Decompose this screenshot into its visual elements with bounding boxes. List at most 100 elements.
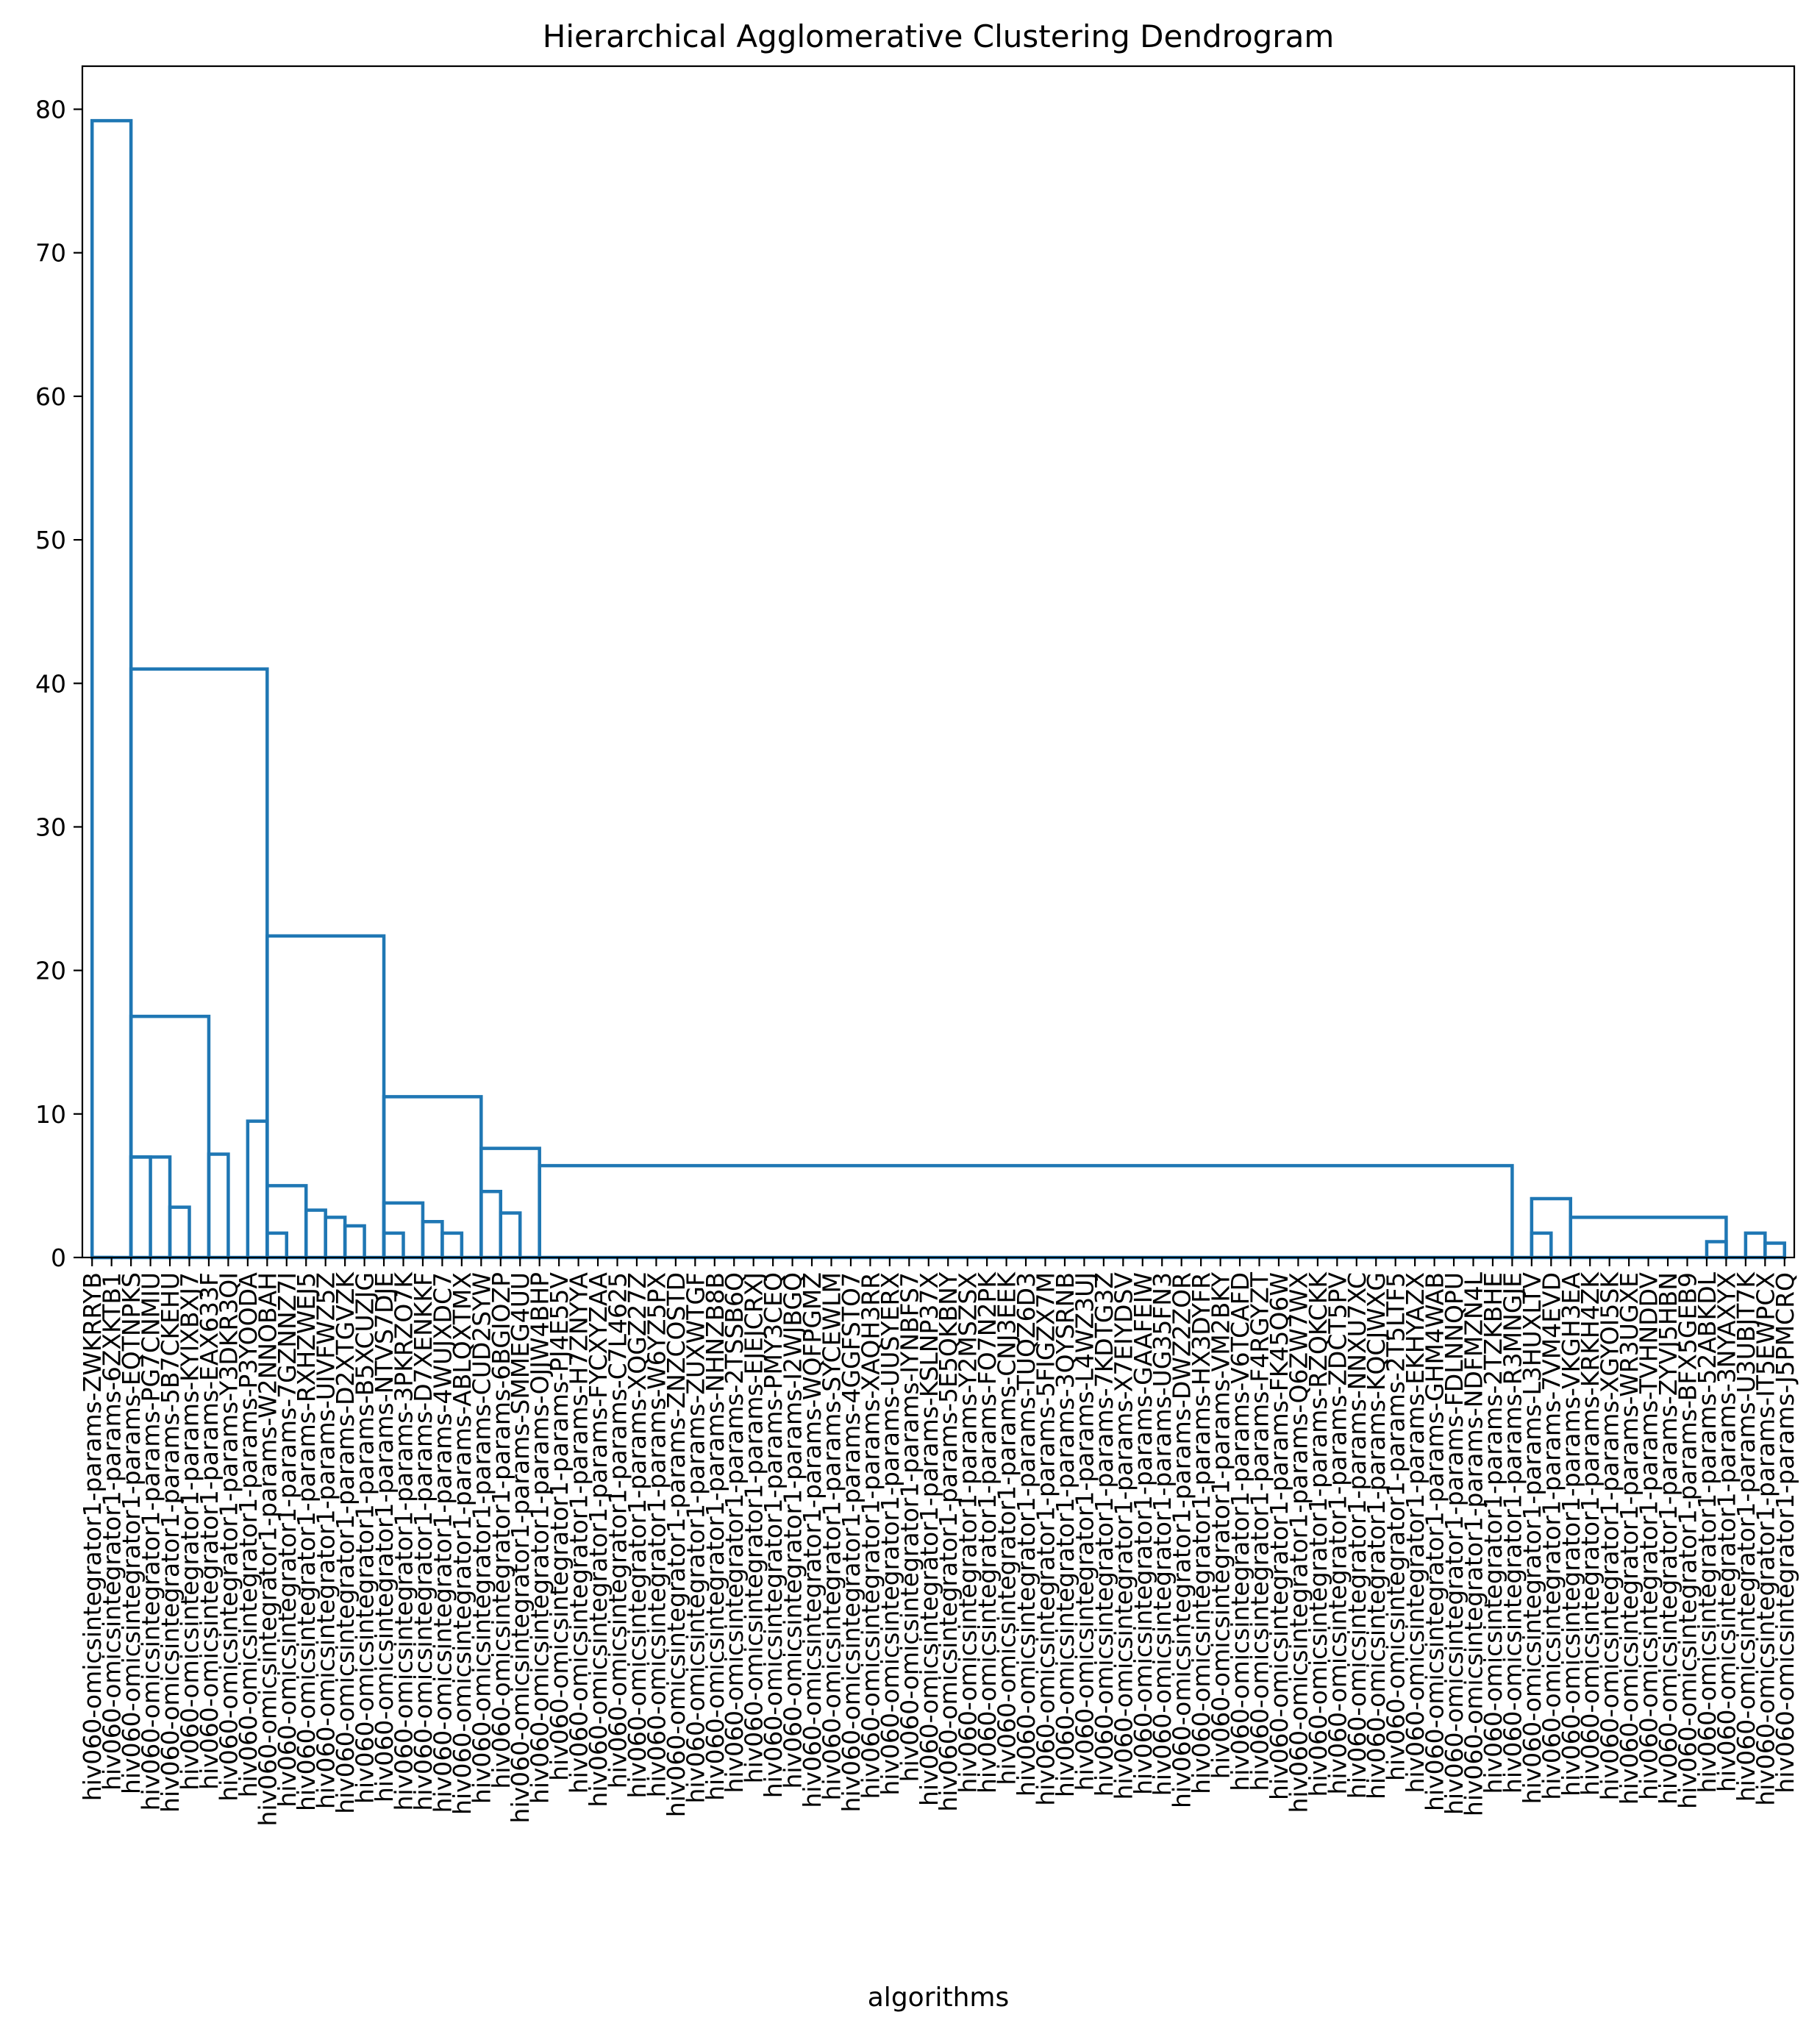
dendrogram-link <box>265 1231 289 1260</box>
leaf-label: hiv060-omicsintegrator1-params-ABLQXTMX <box>448 1272 477 1815</box>
leaf-label: hiv060-omicsintegrator1-params-FYCXYZAA <box>584 1272 613 1808</box>
leaf-label: hiv060-omicsintegrator1-params-3NYAXYX <box>1712 1272 1741 1792</box>
leaf-label: hiv060-omicsintegrator1-params-IT5EWPCX <box>1751 1272 1780 1806</box>
leaf-label: hiv060-omicsintegrator1-params-ZUXWTGF <box>681 1272 710 1804</box>
dendrogram-link <box>129 1155 152 1260</box>
dendrogram-link <box>499 1211 522 1260</box>
leaf-label: hiv060-omicsintegrator1-params-7GZNNZ7I <box>273 1272 301 1808</box>
leaf-label: hiv060-omicsintegrator1-params-D7XENKKF <box>409 1272 438 1811</box>
y-tick-label: 20 <box>35 957 66 985</box>
leaf-label: hiv060-omicsintegrator1-params-H7ZNYYA <box>565 1272 593 1794</box>
leaf-label: hiv060-omicsintegrator1-params-KRKH4ZK <box>1576 1271 1605 1796</box>
leaf-label: hiv060-omicsintegrator1-params-CNJ3EEK <box>993 1271 1021 1785</box>
leaf-label: hiv060-omicsintegrator1-params-RXHZWEJ5 <box>292 1272 321 1811</box>
plot-frame <box>81 65 1796 1259</box>
dendrogram-link <box>1569 1216 1728 1260</box>
leaf-label: hiv060-omicsintegrator1-params-WQFPGMZ <box>798 1272 827 1808</box>
dendrogram-link <box>129 667 269 1260</box>
leaf-label: hiv060-omicsintegrator1-params-F4RGYZT <box>1246 1271 1274 1791</box>
leaf-label: hiv060-omicsintegrator1-params-I2WJBGQ <box>779 1272 807 1789</box>
leaf-label: hiv060-omicsintegrator1-params-L3HUXLTV <box>1518 1272 1546 1805</box>
leaf-label: hiv060-omicsintegrator1-params-KQCJWXG <box>1362 1272 1391 1799</box>
leaf-label: hiv060-omicsintegrator1-params-TVHNDDV <box>1635 1272 1663 1800</box>
leaf-label: hiv060-omicsintegrator1-params-SMMEG4UU <box>506 1272 535 1823</box>
leaf-label: hiv060-omicsintegrator1-params-KYIXBXJ7 <box>176 1272 204 1791</box>
leaf-label: hiv060-omicsintegrator1-params-BFX5GEB9 <box>1674 1272 1702 1809</box>
leaf-label: hiv060-omicsintegrator1-params-3PKRZO7K <box>390 1271 418 1811</box>
dendrogram-link <box>440 1231 464 1260</box>
leaf-label: hiv060-omicsintegrator1-params-2TSSB6Q <box>720 1272 749 1794</box>
y-tick-label: 40 <box>35 669 66 698</box>
leaf-label: hiv060-omicsintegrator1-params-5B7CKEHU <box>156 1272 185 1813</box>
dendrogram-link <box>168 1205 191 1260</box>
leaf-label: hiv060-omicsintegrator1-params-GAAFEIW <box>1129 1272 1157 1795</box>
dendrogram-link <box>90 118 133 1260</box>
leaf-label: hiv060-omicsintegrator1-params-TUQZ6D3 <box>1012 1272 1041 1797</box>
leaf-label: hiv060-omicsintegrator1-params-FO7N2PK <box>973 1271 1002 1794</box>
leaf-label: hiv060-omicsintegrator1-params-UUSYERX <box>876 1272 904 1796</box>
leaf-label: hiv060-omicsintegrator1-params-NTVS7DJE <box>370 1272 399 1802</box>
y-tick-label: 70 <box>35 239 66 268</box>
leaf-label: hiv060-omicsintegrator1-params-XGYOI5SK <box>1596 1271 1624 1801</box>
dendrogram-link <box>1530 1196 1573 1260</box>
dendrogram-link <box>1705 1240 1728 1260</box>
leaf-label: hiv060-omicsintegrator1-params-J5PMCRQ <box>1771 1272 1799 1794</box>
y-tick-label: 50 <box>35 526 66 554</box>
leaf-label: hiv060-omicsintegrator1-params-ZWKRRYB <box>78 1272 107 1801</box>
y-tick-label: 80 <box>35 96 66 124</box>
dendrogram-link <box>421 1219 444 1260</box>
leaf-label: hiv060-omicsintegrator1-params-FDLNNQPU <box>1440 1272 1469 1815</box>
leaf-label: hiv060-omicsintegrator1-params-V6TCAFD <box>1226 1272 1255 1791</box>
leaf-label: hiv060-omicsintegrator1-params-W2NNOBAH <box>253 1272 282 1827</box>
leaf-label: hiv060-omicsintegrator1-params-P3YOODA <box>234 1272 263 1798</box>
y-axis: 0 10 20 30 40 50 60 70 80 <box>35 96 82 1272</box>
leaf-label: hiv060-omicsintegrator1-params-ZDCT5PV <box>1323 1272 1352 1795</box>
leaf-label: hiv060-omicsintegrator1-params-EKHYAZX <box>1401 1272 1430 1794</box>
leaf-label: hiv060-omicsintegrator1-params-KSLNP37X <box>915 1272 943 1806</box>
leaf-label: hiv060-omicsintegrator1-params-2TZKBHE <box>1479 1272 1507 1794</box>
leaf-label: hiv060-omicsintegrator1-params-C7L4625 <box>604 1272 632 1788</box>
dendrogram-link <box>207 1152 230 1260</box>
leaf-label: hiv060-omicsintegrator1-params-HX3DYFR <box>1187 1272 1216 1794</box>
leaf-label: hiv060-omicsintegrator1-params-2T5LTF5 <box>1382 1272 1410 1781</box>
leaf-label: hiv060-omicsintegrator1-params-XAQH3RR <box>856 1272 885 1799</box>
dendrogram-link <box>1530 1231 1553 1260</box>
leaf-label: hiv060-omicsintegrator1-params-52ABKDL <box>1693 1271 1721 1793</box>
dendrogram-link <box>382 1231 405 1260</box>
dendrogram-link <box>304 1208 327 1260</box>
leaf-label: hiv060-omicsintegrator1-params-Y3DKR3QI <box>214 1272 243 1802</box>
leaf-label: hiv060-omicsintegrator1-params-UG35FN3 <box>1148 1272 1177 1796</box>
leaf-label: hiv060-omicsintegrator1-params-VKGH3EA <box>1557 1272 1585 1797</box>
leaf-label: hiv060-omicsintegrator1-params-UIVFWZ5Z <box>312 1272 340 1809</box>
leaf-label: hiv060-omicsintegrator1-params-6BGIOZP <box>487 1272 515 1789</box>
leaf-label: hiv060-omicsintegrator1-params-6ZXKTB1 <box>98 1272 126 1791</box>
leaf-label: hiv060-omicsintegrator1-params-NHNZB8B <box>701 1272 729 1801</box>
leaf-label: hiv060-omicsintegrator1-params-WR3UGXE <box>1615 1272 1644 1805</box>
leaf-label: hiv060-omicsintegrator1-params-CUD2SYW <box>467 1272 496 1804</box>
leaf-label: hiv060-omicsintegrator1-params-SYCEWLM <box>818 1272 846 1801</box>
leaf-label: hiv060-omicsintegrator1-params-PJ4E55V <box>545 1272 574 1781</box>
leaf-label: hiv060-omicsintegrator1-params-U3UBJT7K <box>1732 1271 1760 1802</box>
leaf-label: hiv060-omicsintegrator1-params-PG7CNMIU <box>137 1272 165 1810</box>
dendrogram-link <box>479 1189 503 1260</box>
leaf-label: hiv060-omicsintegrator1-params-Q6ZW7WX <box>1284 1272 1313 1813</box>
leaf-label: hiv060-omicsintegrator1-params-5E5QKBNY <box>934 1271 963 1812</box>
leaf-label: hiv060-omicsintegrator1-params-7VM4EVD <box>1537 1272 1566 1800</box>
leaf-label: hiv060-omicsintegrator1-params-X7EIYDSV <box>1109 1272 1138 1800</box>
leaf-label: hiv060-omicsintegrator1-params-EQTNPKS <box>117 1272 146 1794</box>
x-axis-label: algorithms <box>868 1983 1010 2013</box>
leaf-label: hiv060-omicsintegrator1-params-XQGZ27Z <box>623 1272 652 1799</box>
leaf-label: hiv060-omicsintegrator1-params-Y2MSZSX <box>954 1272 982 1794</box>
dendrogram-link <box>479 1146 541 1260</box>
dendrogram-link <box>246 1119 269 1260</box>
leaf-label: hiv060-omicsintegrator1-params-4GGFSTO7 <box>837 1272 866 1812</box>
leaf-label: hiv060-omicsintegrator1-params-R3MNGJE <box>1498 1272 1527 1794</box>
leaf-label: hiv060-omicsintegrator1-params-4WUJXDC7 <box>428 1272 457 1813</box>
leaf-label: hiv060-omicsintegrator1-params-EJEJCRXJ <box>740 1272 768 1783</box>
dendrogram-links <box>90 118 1787 1260</box>
leaf-label: hiv060-omicsintegrator1-params-RZQKCKK <box>1304 1271 1332 1797</box>
dendrogram-link <box>1744 1231 1767 1260</box>
leaf-label: hiv060-omicsintegrator1-params-GHM4WAB <box>1421 1272 1449 1811</box>
leaf-label: hiv060-omicsintegrator1-params-5FIGZX7M <box>1032 1272 1060 1806</box>
leaf-label: hiv060-omicsintegrator1-params-PMY3CEQ <box>759 1272 788 1798</box>
